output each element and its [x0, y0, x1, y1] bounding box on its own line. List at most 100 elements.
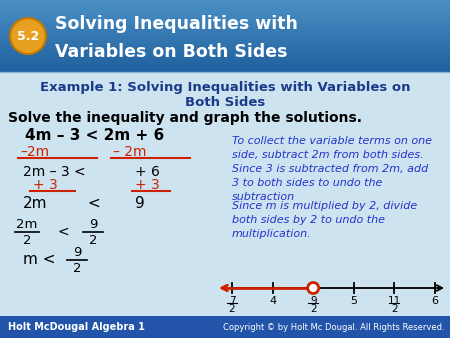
Bar: [0, 39, 450, 40]
Bar: [0, 42, 450, 43]
Bar: [0, 53, 450, 54]
Bar: [0, 56, 450, 57]
Text: + 3: + 3: [33, 178, 58, 192]
Bar: [0, 19, 450, 20]
Bar: [0, 1, 450, 2]
Text: Since 3 is subtracted from 2m, add
3 to both sides to undo the
subtraction: Since 3 is subtracted from 2m, add 3 to …: [232, 164, 428, 202]
Bar: [0, 55, 450, 56]
Text: 2: 2: [23, 235, 31, 247]
Text: 11: 11: [388, 296, 401, 306]
Bar: [0, 45, 450, 46]
Text: Both Sides: Both Sides: [185, 96, 265, 108]
Bar: [0, 3, 450, 4]
Bar: [0, 28, 450, 29]
Text: 5.2: 5.2: [17, 29, 39, 43]
Text: 6: 6: [432, 296, 438, 306]
Text: m <: m <: [23, 252, 55, 267]
Bar: [0, 36, 450, 37]
Bar: [0, 59, 450, 60]
Bar: [0, 34, 450, 35]
Text: 4m – 3 < 2m + 6: 4m – 3 < 2m + 6: [25, 128, 164, 144]
Bar: [0, 0, 450, 1]
Bar: [0, 4, 450, 5]
Text: Variables on Both Sides: Variables on Both Sides: [55, 43, 288, 61]
Text: Since m is multiplied by 2, divide
both sides by 2 to undo the
multiplication.: Since m is multiplied by 2, divide both …: [232, 201, 417, 239]
Bar: [0, 61, 450, 62]
Bar: [0, 21, 450, 22]
Bar: [0, 12, 450, 13]
Text: 9: 9: [73, 246, 81, 260]
Bar: [0, 14, 450, 15]
Bar: [0, 65, 450, 66]
Circle shape: [10, 18, 46, 54]
Bar: [0, 25, 450, 26]
Text: 7: 7: [229, 296, 235, 306]
Bar: [0, 58, 450, 59]
Bar: [0, 54, 450, 55]
Bar: [0, 62, 450, 63]
Bar: [0, 38, 450, 39]
Bar: [0, 52, 450, 53]
Bar: [0, 2, 450, 3]
Text: Holt McDougal Algebra 1: Holt McDougal Algebra 1: [8, 322, 145, 332]
Text: Copyright © by Holt Mc Dougal. All Rights Reserved.: Copyright © by Holt Mc Dougal. All Right…: [223, 322, 445, 332]
Bar: [0, 69, 450, 70]
Bar: [0, 41, 450, 42]
Bar: [0, 7, 450, 8]
Bar: [0, 10, 450, 11]
Bar: [0, 37, 450, 38]
Bar: [0, 22, 450, 23]
Text: + 3: + 3: [135, 178, 160, 192]
Bar: [0, 50, 450, 51]
Bar: [0, 26, 450, 27]
Bar: [0, 16, 450, 17]
Text: 2: 2: [73, 263, 81, 275]
Bar: [0, 29, 450, 30]
Bar: [0, 67, 450, 68]
Text: 9: 9: [89, 218, 97, 232]
Bar: [0, 13, 450, 14]
Text: 2: 2: [89, 235, 97, 247]
Bar: [0, 35, 450, 36]
Text: 5: 5: [350, 296, 357, 306]
Bar: [0, 63, 450, 64]
Text: – 2m: – 2m: [113, 145, 147, 159]
Bar: [0, 17, 450, 18]
Bar: [0, 64, 450, 65]
Bar: [0, 6, 450, 7]
Circle shape: [308, 283, 319, 293]
Text: + 6: + 6: [135, 165, 160, 179]
Text: 9: 9: [135, 195, 145, 211]
Text: 2: 2: [229, 304, 235, 314]
Bar: [0, 18, 450, 19]
Bar: [0, 316, 450, 338]
Bar: [0, 51, 450, 52]
Bar: [0, 46, 450, 47]
Bar: [0, 66, 450, 67]
Bar: [0, 23, 450, 24]
Bar: [0, 70, 450, 71]
Bar: [0, 15, 450, 16]
Bar: [0, 43, 450, 44]
Text: <: <: [87, 195, 100, 211]
Text: Example 1: Solving Inequalities with Variables on: Example 1: Solving Inequalities with Var…: [40, 80, 410, 94]
Text: 9: 9: [310, 296, 316, 306]
Bar: [0, 5, 450, 6]
Bar: [0, 11, 450, 12]
Text: 2m – 3 <: 2m – 3 <: [23, 165, 86, 179]
Bar: [0, 40, 450, 41]
Text: 2: 2: [391, 304, 398, 314]
Text: 2: 2: [310, 304, 316, 314]
Text: 2m: 2m: [16, 218, 38, 232]
Bar: [0, 57, 450, 58]
Bar: [0, 60, 450, 61]
Text: <: <: [57, 225, 69, 239]
Bar: [0, 47, 450, 48]
Text: To collect the variable terms on one
side, subtract 2m from both sides.: To collect the variable terms on one sid…: [232, 136, 432, 160]
Text: –2m: –2m: [20, 145, 49, 159]
Bar: [0, 31, 450, 32]
Bar: [0, 8, 450, 9]
Bar: [0, 20, 450, 21]
Bar: [0, 33, 450, 34]
Bar: [0, 24, 450, 25]
